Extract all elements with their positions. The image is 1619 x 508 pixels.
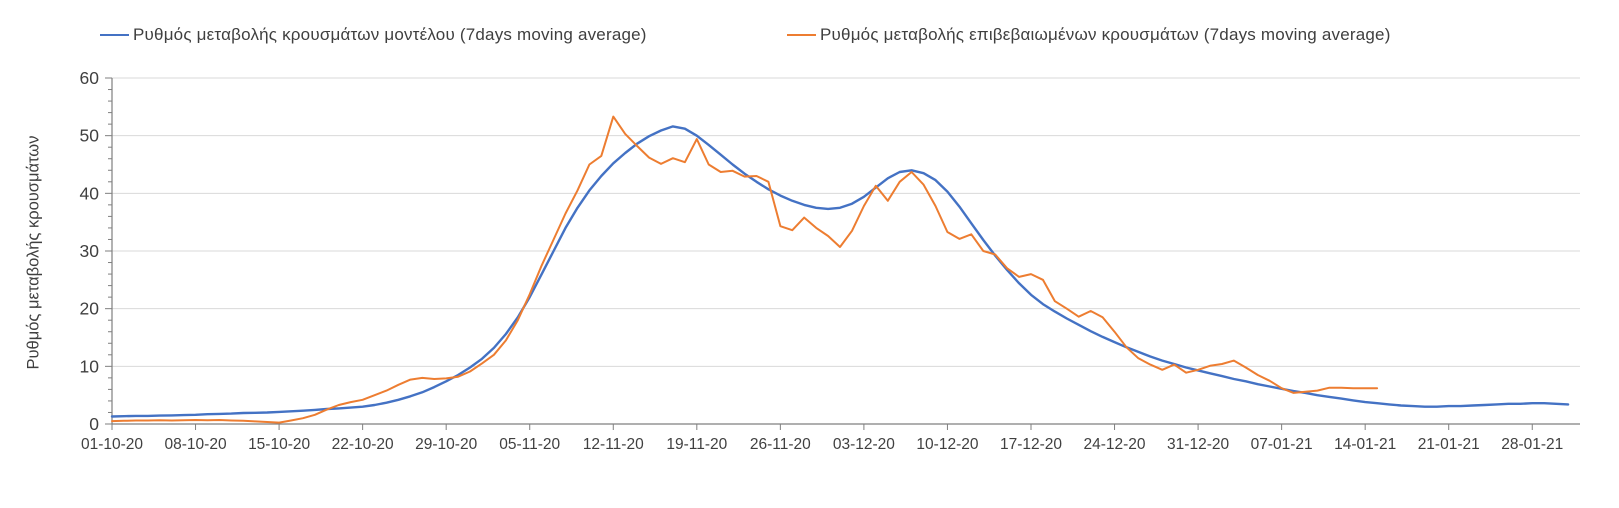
y-tick-label-30: 30 <box>80 241 100 261</box>
y-axis-title: Ρυθμός μεταβολής κρουσμάτων <box>24 135 43 370</box>
x-tick-label-22-10-20: 22-10-20 <box>332 436 394 453</box>
model-series-line <box>110 125 1570 418</box>
x-tick-label-17-12-20: 17-12-20 <box>1000 436 1062 453</box>
x-tick-label-14-01-21: 14-01-21 <box>1334 436 1396 453</box>
legend-label-confirmed: Ρυθμός μεταβολής επιβεβαιωμένων κρουσμάτ… <box>820 25 1391 44</box>
x-tick-label-15-10-20: 15-10-20 <box>248 436 310 453</box>
legend-line-model-icon <box>100 34 129 36</box>
x-tick-label-12-11-20: 12-11-20 <box>583 436 644 453</box>
y-tick-label-10: 10 <box>80 356 100 376</box>
confirmed-series-line <box>111 115 1379 424</box>
y-tick-label-0: 0 <box>89 414 99 434</box>
x-tick-label-07-01-21: 07-01-21 <box>1251 436 1313 453</box>
legend-line-confirmed-icon <box>787 34 816 36</box>
legend-label-model: Ρυθμός μεταβολής κρουσμάτων μοντέλου (7d… <box>133 25 647 44</box>
legend-item-confirmed[interactable]: Ρυθμός μεταβολής επιβεβαιωμένων κρουσμάτ… <box>787 24 1391 46</box>
y-tick-label-60: 60 <box>80 68 100 88</box>
x-tick-label-28-01-21: 28-01-21 <box>1501 436 1563 453</box>
legend-item-model[interactable]: Ρυθμός μεταβολής κρουσμάτων μοντέλου (7d… <box>100 24 647 46</box>
y-tick-label-50: 50 <box>80 126 100 146</box>
y-tick-label-40: 40 <box>80 183 100 203</box>
x-tick-label-26-11-20: 26-11-20 <box>750 436 811 453</box>
x-tick-label-21-01-21: 21-01-21 <box>1418 436 1480 453</box>
x-tick-label-10-12-20: 10-12-20 <box>916 436 978 453</box>
x-tick-label-24-12-20: 24-12-20 <box>1084 436 1146 453</box>
x-tick-label-05-11-20: 05-11-20 <box>499 436 560 453</box>
x-tick-label-03-12-20: 03-12-20 <box>833 436 895 453</box>
x-tick-label-29-10-20: 29-10-20 <box>415 436 477 453</box>
x-tick-label-19-11-20: 19-11-20 <box>666 436 727 453</box>
x-tick-label-08-10-20: 08-10-20 <box>165 436 227 453</box>
y-tick-label-20: 20 <box>80 299 100 319</box>
x-tick-label-31-12-20: 31-12-20 <box>1167 436 1229 453</box>
x-tick-label-01-10-20: 01-10-20 <box>81 436 143 453</box>
